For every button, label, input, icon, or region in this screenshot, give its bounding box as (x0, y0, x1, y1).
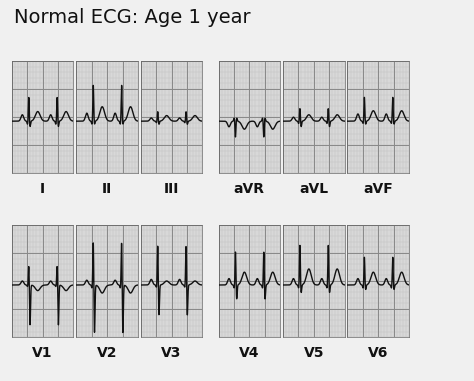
Text: aVR: aVR (234, 182, 265, 196)
Text: aVL: aVL (299, 182, 328, 196)
Text: V3: V3 (162, 346, 182, 360)
Text: Normal ECG: Age 1 year: Normal ECG: Age 1 year (14, 8, 251, 27)
Text: III: III (164, 182, 179, 196)
Text: I: I (40, 182, 45, 196)
Text: V2: V2 (97, 346, 118, 360)
Text: II: II (102, 182, 112, 196)
Text: V5: V5 (303, 346, 324, 360)
Text: V6: V6 (368, 346, 388, 360)
Text: V1: V1 (32, 346, 53, 360)
Text: aVF: aVF (364, 182, 393, 196)
Text: V4: V4 (239, 346, 260, 360)
